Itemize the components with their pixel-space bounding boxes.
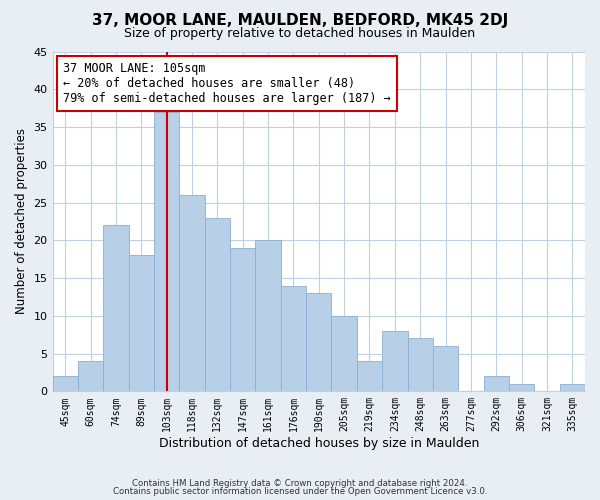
Bar xyxy=(179,195,205,392)
Text: Contains HM Land Registry data © Crown copyright and database right 2024.: Contains HM Land Registry data © Crown c… xyxy=(132,478,468,488)
Bar xyxy=(53,376,78,392)
Bar xyxy=(331,316,357,392)
Bar xyxy=(281,286,306,392)
Text: Contains public sector information licensed under the Open Government Licence v3: Contains public sector information licen… xyxy=(113,487,487,496)
Text: 37, MOOR LANE, MAULDEN, BEDFORD, MK45 2DJ: 37, MOOR LANE, MAULDEN, BEDFORD, MK45 2D… xyxy=(92,12,508,28)
Bar xyxy=(154,112,179,392)
Bar xyxy=(357,361,382,392)
Bar xyxy=(509,384,534,392)
Bar xyxy=(484,376,509,392)
Bar xyxy=(230,248,256,392)
Bar xyxy=(433,346,458,392)
Bar xyxy=(306,293,331,392)
Bar xyxy=(128,256,154,392)
Text: Size of property relative to detached houses in Maulden: Size of property relative to detached ho… xyxy=(124,28,476,40)
Bar xyxy=(560,384,585,392)
X-axis label: Distribution of detached houses by size in Maulden: Distribution of detached houses by size … xyxy=(158,437,479,450)
Bar xyxy=(205,218,230,392)
Bar xyxy=(78,361,103,392)
Bar xyxy=(103,225,128,392)
Text: 37 MOOR LANE: 105sqm
← 20% of detached houses are smaller (48)
79% of semi-detac: 37 MOOR LANE: 105sqm ← 20% of detached h… xyxy=(63,62,391,104)
Bar xyxy=(256,240,281,392)
Y-axis label: Number of detached properties: Number of detached properties xyxy=(15,128,28,314)
Bar xyxy=(407,338,433,392)
Bar xyxy=(382,331,407,392)
